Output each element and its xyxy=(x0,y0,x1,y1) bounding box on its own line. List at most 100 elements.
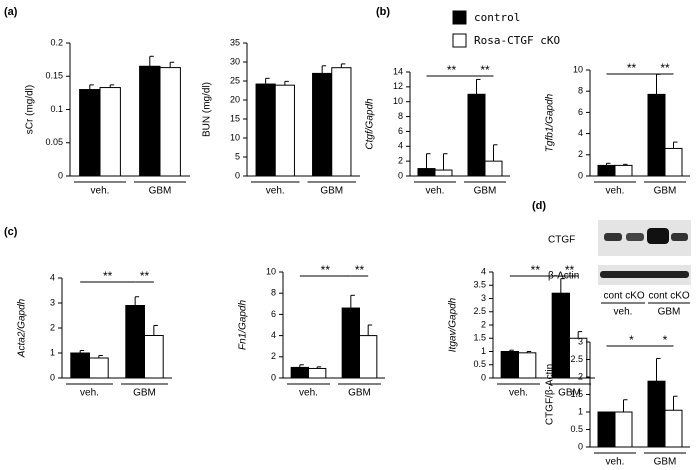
bar xyxy=(331,67,352,177)
y-tick-label: 2 xyxy=(578,149,583,159)
y-tick-label: 4 xyxy=(271,330,276,340)
significance-label: ** xyxy=(447,63,457,77)
lane-label: cKO xyxy=(670,291,690,302)
y-tick-label: 2.5 xyxy=(473,306,486,316)
bar xyxy=(518,352,537,379)
y-tick-label: 5 xyxy=(235,151,240,161)
legend-label: Rosa-CTGF cKO xyxy=(474,34,560,47)
y-tick-label: 1.5 xyxy=(570,389,583,399)
y-tick-label: 35 xyxy=(230,37,240,47)
panel-label: (d) xyxy=(532,200,546,212)
panel-label: (c) xyxy=(4,226,18,238)
y-tick-label: 0 xyxy=(578,441,583,451)
y-axis-label: Ctgf/Gapdh xyxy=(365,98,376,150)
x-tick-label: GBM xyxy=(558,388,581,399)
y-tick-label: 2 xyxy=(271,351,276,361)
bar xyxy=(467,93,486,177)
y-tick-label: 2.5 xyxy=(570,354,583,364)
y-tick-label: 3.5 xyxy=(473,280,486,290)
x-tick-label: veh. xyxy=(299,388,318,399)
y-tick-label: 0.1 xyxy=(50,104,63,114)
group-label: GBM xyxy=(658,307,681,318)
bar xyxy=(144,335,164,379)
significance-label: ** xyxy=(140,269,150,283)
blot-band xyxy=(626,233,644,241)
significance-label: ** xyxy=(627,61,637,75)
y-tick-label: 1 xyxy=(481,346,486,356)
significance-label: * xyxy=(663,333,668,347)
y-tick-label: 0 xyxy=(398,170,403,180)
y-axis-label: Acta2/Gapdh xyxy=(17,298,28,358)
y-tick-label: 0 xyxy=(50,372,55,382)
lane-label: cont xyxy=(649,291,668,302)
x-tick-label: veh. xyxy=(606,457,625,468)
blot-band xyxy=(671,233,688,241)
y-tick-label: 3 xyxy=(578,336,583,346)
x-tick-label: GBM xyxy=(654,186,677,197)
panel-label: (a) xyxy=(4,6,18,18)
bar xyxy=(79,89,101,177)
y-tick-label: 4 xyxy=(50,272,55,282)
x-tick-label: GBM xyxy=(320,186,343,197)
bar xyxy=(614,411,633,448)
y-axis-label: sCr (mg/dl) xyxy=(25,85,36,134)
y-tick-label: 3 xyxy=(50,297,55,307)
y-tick-label: 4 xyxy=(481,266,486,276)
bar xyxy=(597,164,616,177)
y-axis-label: Fn1/Gapdh xyxy=(238,300,249,350)
y-tick-label: 12 xyxy=(393,81,403,91)
bar xyxy=(159,67,181,177)
bar xyxy=(484,160,503,177)
bar xyxy=(597,411,616,448)
y-tick-label: 1.5 xyxy=(473,333,486,343)
bar xyxy=(417,168,436,177)
bar xyxy=(125,305,146,379)
y-tick-label: 8 xyxy=(578,86,583,96)
bar xyxy=(647,93,666,177)
legend-swatch xyxy=(452,33,467,48)
y-tick-label: 2 xyxy=(578,371,583,381)
bar xyxy=(70,352,91,379)
bar xyxy=(664,147,683,177)
bar xyxy=(569,337,588,379)
bar xyxy=(274,84,295,177)
bar xyxy=(500,351,520,379)
bar xyxy=(89,357,109,379)
y-tick-label: 14 xyxy=(393,66,403,76)
bar xyxy=(312,72,333,177)
group-label: veh. xyxy=(614,307,633,318)
y-tick-label: 0.5 xyxy=(473,359,486,369)
y-tick-label: 0 xyxy=(58,170,63,180)
blot-band xyxy=(604,233,622,241)
blot-band xyxy=(600,271,689,278)
significance-label: ** xyxy=(660,61,670,75)
y-tick-label: 2 xyxy=(50,322,55,332)
bar xyxy=(99,87,121,177)
bar xyxy=(139,65,161,177)
lane-label: cKO xyxy=(625,291,645,302)
x-tick-label: veh. xyxy=(606,186,625,197)
x-tick-label: GBM xyxy=(133,388,156,399)
y-tick-label: 10 xyxy=(573,64,583,74)
panel-label: (b) xyxy=(376,6,390,18)
x-tick-label: GBM xyxy=(474,186,497,197)
significance-label: ** xyxy=(480,63,490,77)
blot-band-label: CTGF xyxy=(548,235,575,246)
y-axis-label: Itgav/Gapdh xyxy=(448,297,459,352)
legend-swatch xyxy=(452,10,467,25)
y-tick-label: 0.15 xyxy=(45,71,63,81)
blot-band xyxy=(647,228,669,244)
x-tick-label: GBM xyxy=(348,388,371,399)
significance-label: ** xyxy=(565,263,575,277)
bar xyxy=(308,367,327,379)
y-tick-label: 10 xyxy=(266,266,276,276)
bar xyxy=(290,366,310,379)
y-tick-label: 2 xyxy=(481,319,486,329)
y-tick-label: 0.2 xyxy=(50,37,63,47)
bar xyxy=(614,164,633,177)
x-tick-label: GBM xyxy=(149,186,172,197)
lane-label: cont xyxy=(604,291,623,302)
y-tick-label: 4 xyxy=(578,128,583,138)
y-tick-label: 0 xyxy=(578,170,583,180)
bar xyxy=(255,83,276,177)
